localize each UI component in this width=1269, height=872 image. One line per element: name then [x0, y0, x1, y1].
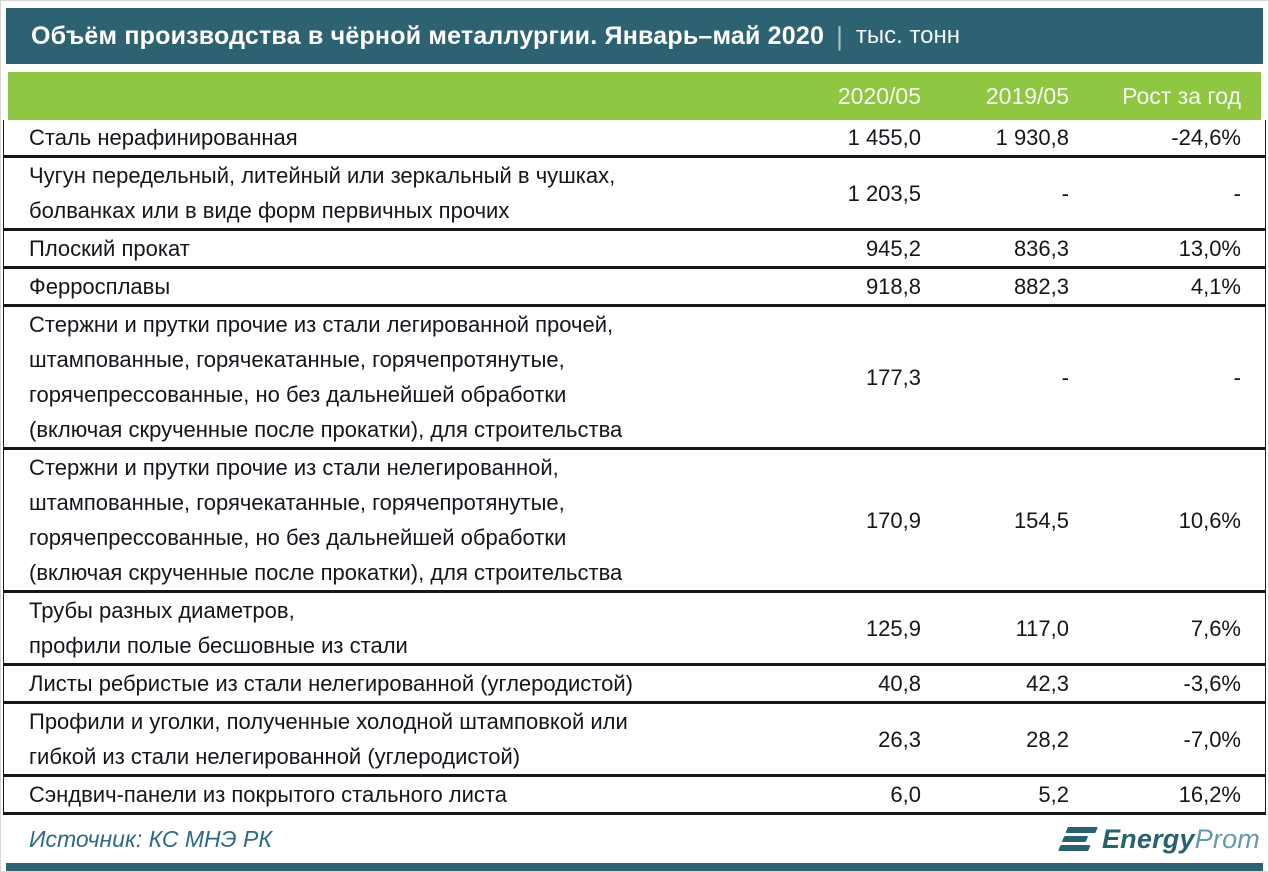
table-column-header: 2020/05 2019/05 Рост за год [8, 72, 1261, 120]
value-2019: 882,3 [1013, 274, 1069, 299]
table-row: Профили и уголки, полученные холодной шт… [4, 704, 1265, 777]
product-name: Профили и уголки, полученные холодной шт… [29, 709, 628, 769]
value-2020: 40,8 [878, 671, 921, 696]
value-growth: 13,0% [1178, 236, 1241, 261]
column-header-2020-05: 2020/05 [837, 82, 921, 109]
page-title: Объём производства в чёрной металлургии.… [31, 21, 825, 50]
table-row: Ферросплавы 918,8 882,3 4,1% [4, 269, 1265, 307]
value-2020: 6,0 [890, 782, 921, 807]
product-name: Стержни и прутки прочие из стали нелегир… [29, 455, 623, 585]
bottom-accent-bar [6, 863, 1263, 871]
energyprom-logo: EnergyProm [1058, 824, 1260, 855]
product-name: Трубы разных диаметров, профили полые бе… [29, 598, 408, 658]
energyprom-e-icon [1058, 827, 1098, 851]
table-row: Плоский прокат 945,2 836,3 13,0% [4, 231, 1265, 269]
table-row: Стержни и прутки прочие из стали легиров… [4, 307, 1265, 450]
value-2020: 26,3 [878, 726, 921, 752]
value-2019: 42,3 [1026, 671, 1069, 696]
table-row: Чугун передельный, литейный или зеркальн… [4, 158, 1265, 231]
value-2020: 1 203,5 [847, 180, 921, 206]
logo-text-prom: Prom [1194, 823, 1260, 854]
product-name: Сэндвич-панели из покрытого стального ли… [29, 782, 507, 807]
value-growth: 16,2% [1178, 782, 1241, 807]
value-2019: 5,2 [1038, 782, 1069, 807]
product-name: Сталь нерафинированная [29, 125, 298, 150]
value-2020: 170,9 [865, 507, 921, 533]
product-name: Стержни и прутки прочие из стали легиров… [29, 312, 623, 442]
logo-text: EnergyProm [1102, 824, 1260, 855]
value-2020: 918,8 [865, 274, 921, 299]
value-growth: -7,0% [1183, 726, 1241, 752]
table-row: Стержни и прутки прочие из стали нелегир… [4, 450, 1265, 593]
value-2019: 1 930,8 [995, 125, 1069, 150]
value-2019: 117,0 [1015, 615, 1069, 641]
value-2020: 177,3 [865, 364, 921, 390]
footer: Источник: КС МНЭ РК EnergyProm [1, 815, 1268, 863]
product-name: Ферросплавы [29, 274, 171, 299]
table-row: Листы ребристые из стали нелегированной … [4, 666, 1265, 704]
title-separator: | [836, 20, 843, 51]
value-growth: -24,6% [1171, 125, 1241, 150]
title-unit: тыс. тонн [855, 22, 961, 49]
table-row: Сэндвич-панели из покрытого стального ли… [4, 777, 1265, 815]
source-label: Источник: КС МНЭ РК [29, 825, 272, 852]
product-name: Листы ребристые из стали нелегированной … [29, 671, 633, 696]
value-growth: 10,6% [1178, 507, 1241, 533]
table-row: Сталь нерафинированная 1 455,0 1 930,8 -… [4, 120, 1265, 158]
value-growth: - [1233, 364, 1241, 390]
value-2019: - [1061, 180, 1069, 206]
value-2020: 125,9 [865, 615, 921, 641]
value-growth: 4,1% [1190, 274, 1241, 299]
product-name: Чугун передельный, литейный или зеркальн… [29, 163, 616, 223]
value-growth: -3,6% [1183, 671, 1241, 696]
logo-text-energy: Energy [1101, 823, 1195, 854]
product-name: Плоский прокат [29, 236, 190, 261]
value-2019: 154,5 [1013, 507, 1069, 533]
data-table: Сталь нерафинированная 1 455,0 1 930,8 -… [3, 120, 1266, 815]
value-2019: 28,2 [1026, 726, 1069, 752]
value-growth: - [1233, 180, 1241, 206]
column-header-2019-05: 2019/05 [985, 82, 1069, 109]
value-2019: - [1061, 364, 1069, 390]
value-2019: 836,3 [1013, 236, 1069, 261]
table-row: Трубы разных диаметров, профили полые бе… [4, 593, 1265, 666]
title-bar: Объём производства в чёрной металлургии.… [6, 8, 1263, 64]
value-2020: 1 455,0 [847, 125, 921, 150]
value-growth: 7,6% [1190, 615, 1241, 641]
value-2020: 945,2 [865, 236, 921, 261]
column-header-growth: Рост за год [1122, 82, 1241, 109]
